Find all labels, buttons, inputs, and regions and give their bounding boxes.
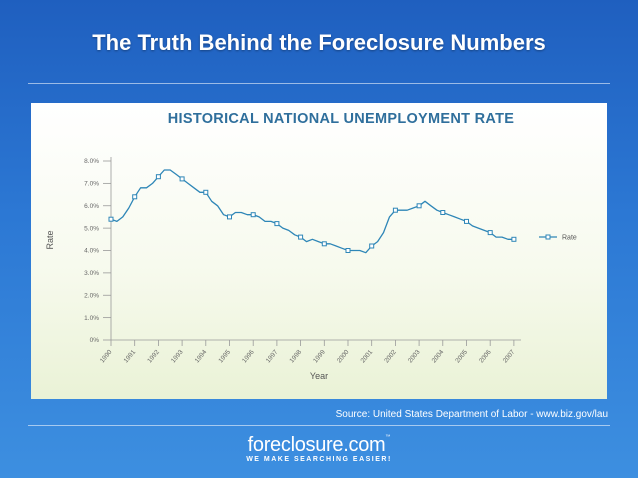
legend-marker xyxy=(545,234,551,240)
x-tick-label: 2003 xyxy=(407,348,422,364)
source-note: Source: United States Department of Labo… xyxy=(335,409,608,420)
x-tick-label: 2007 xyxy=(502,348,517,364)
x-tick-label: 2004 xyxy=(431,348,446,364)
data-point-marker xyxy=(345,248,351,253)
slide-title: The Truth Behind the Foreclosure Numbers xyxy=(92,30,546,55)
data-point-marker xyxy=(440,210,446,215)
data-point-marker xyxy=(108,216,114,222)
logo-trademark: ™ xyxy=(385,434,391,440)
series-line-rate xyxy=(110,169,514,254)
y-tick-label: 8.0% xyxy=(84,158,99,165)
x-axis: 1990 1991 1992 1993 1994 1995 1996 1997 1998 1999… xyxy=(99,339,521,364)
x-tick-label: 1996 xyxy=(241,348,256,364)
data-point-marker xyxy=(416,203,422,209)
foreclosure-logo: foreclosure.com™ WE MAKE SEARCHING EASIE… xyxy=(0,434,638,463)
x-tick-label: 1990 xyxy=(99,348,114,364)
y-tick-label: 6.0% xyxy=(84,203,99,210)
x-tick-label: 1999 xyxy=(312,348,327,364)
unemployment-line-chart: HISTORICAL NATIONAL UNEMPLOYMENT RATE Ra… xyxy=(45,111,577,381)
logo-tagline: WE MAKE SEARCHING EASIER! xyxy=(246,456,392,463)
y-tick-label: 3.0% xyxy=(84,270,99,277)
data-point-marker xyxy=(155,174,161,180)
data-point-marker xyxy=(464,218,469,224)
x-tick-label: 2001 xyxy=(360,348,375,364)
x-tick-label: 1998 xyxy=(288,348,303,364)
x-tick-label: 1991 xyxy=(123,348,138,364)
chart-panel: HISTORICAL NATIONAL UNEMPLOYMENT RATE Ra… xyxy=(31,103,607,399)
legend-label: Rate xyxy=(562,235,577,242)
y-tick-label: 4.0% xyxy=(84,248,99,255)
x-tick-label: 2006 xyxy=(478,348,493,364)
series-layer xyxy=(108,169,517,254)
data-point-marker xyxy=(132,194,138,200)
y-tick-label: 2.0% xyxy=(84,292,99,299)
y-tick-label: 7.0% xyxy=(84,181,99,188)
data-point-marker xyxy=(203,189,209,195)
y-tick-label: 5.0% xyxy=(84,225,99,232)
x-tick-label: 1993 xyxy=(170,348,185,364)
top-divider xyxy=(28,83,610,84)
data-point-marker xyxy=(274,221,280,227)
x-tick-label: 1992 xyxy=(146,348,161,364)
y-tick-label: 1.0% xyxy=(84,315,99,322)
data-point-marker xyxy=(250,212,256,218)
x-axis-title: Year xyxy=(310,371,328,381)
data-point-marker xyxy=(227,214,232,220)
x-tick-label: 2002 xyxy=(383,348,398,364)
logo-wordmark: foreclosure.com xyxy=(247,434,386,456)
bottom-divider xyxy=(28,425,610,426)
x-tick-label: 1995 xyxy=(217,348,232,364)
data-point-marker xyxy=(298,234,304,240)
y-axis: 0% 1.0% 2.0% 3.0% 4.0% 5.0% 6.0% 7.0% 8.0% xyxy=(84,157,112,344)
data-point-marker xyxy=(487,230,493,236)
data-point-marker xyxy=(392,207,398,213)
legend: Rate xyxy=(539,234,577,242)
data-point-marker xyxy=(511,236,517,242)
x-tick-label: 1997 xyxy=(265,348,280,364)
data-point-marker xyxy=(321,241,327,247)
chart-title: HISTORICAL NATIONAL UNEMPLOYMENT RATE xyxy=(168,111,515,127)
x-tick-label: 1994 xyxy=(194,348,209,364)
y-axis-title: Rate xyxy=(45,230,55,249)
x-tick-label: 2000 xyxy=(336,348,351,364)
data-point-marker xyxy=(369,243,375,249)
data-point-marker xyxy=(179,176,185,182)
x-tick-label: 2005 xyxy=(454,348,469,364)
y-tick-label: 0% xyxy=(90,337,100,344)
